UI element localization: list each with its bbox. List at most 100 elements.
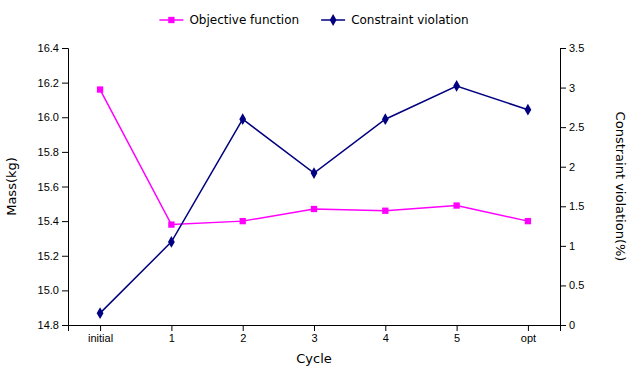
- tick: 15.2: [38, 250, 68, 262]
- series: [97, 80, 532, 319]
- marker: [525, 218, 531, 224]
- tick-mark: [385, 325, 386, 331]
- tick: 15.8: [38, 146, 68, 158]
- tick: 3: [560, 82, 575, 94]
- tick-label: 5: [454, 332, 460, 344]
- tick-mark: [560, 167, 566, 168]
- marker: [239, 113, 246, 125]
- marker: [168, 221, 174, 227]
- tick-label: 14.8: [38, 319, 59, 331]
- tick-mark: [62, 117, 68, 118]
- series: [97, 86, 531, 227]
- marker: [168, 236, 175, 248]
- y-axis: 14.8 15.0 15.2 15.4 15.6 15.8 16.0 16.2 16.4: [38, 42, 69, 331]
- tick-mark: [62, 256, 68, 257]
- tick: 0.5: [560, 279, 584, 291]
- tick: initial: [88, 325, 113, 344]
- line: [100, 86, 528, 313]
- tick-label: 15.0: [38, 284, 59, 296]
- marker: [311, 206, 317, 212]
- marks: [97, 80, 532, 319]
- tick: 15.4: [38, 215, 68, 227]
- tick: 15.6: [38, 181, 68, 193]
- marker: [240, 218, 246, 224]
- tick: 4: [383, 325, 389, 344]
- legend-label: Constraint violation: [351, 13, 468, 27]
- tick-label: 0: [569, 319, 575, 331]
- x-axis: initial 1 2 3 4 5 opt: [69, 325, 561, 344]
- tick-label: 15.2: [38, 250, 59, 262]
- tick-mark: [62, 325, 68, 326]
- tick-label: 0.5: [569, 279, 584, 291]
- marker: [97, 307, 104, 319]
- x-axis-title: Cycle: [296, 351, 332, 366]
- y2-axis: 0 0.5 1 1.5 2 2.5 3 3.5: [560, 42, 584, 331]
- tick-mark: [62, 152, 68, 153]
- tick: 14.8: [38, 319, 68, 331]
- legend: Objective functionConstraint violation: [159, 13, 468, 27]
- line: [100, 90, 528, 225]
- tick-label: 3.5: [569, 42, 584, 54]
- tick: 16.2: [38, 77, 68, 89]
- tick-label: 16.0: [38, 111, 59, 123]
- tick: 2: [240, 325, 246, 344]
- tick-mark: [243, 325, 244, 331]
- tick-mark: [560, 206, 566, 207]
- axis-line: [561, 49, 567, 326]
- tick-label: 15.4: [38, 215, 59, 227]
- tick: 0: [560, 319, 575, 331]
- tick-mark: [171, 325, 172, 331]
- tick: 1: [560, 240, 575, 252]
- marker: [453, 80, 460, 92]
- y-axis-title: Mass(kg): [4, 157, 19, 216]
- tick-label: 4: [383, 332, 389, 344]
- chart: initial12345opt14.815.015.215.415.615.81…: [0, 0, 630, 373]
- tick-label: 15.6: [38, 181, 59, 193]
- tick-mark: [100, 325, 101, 331]
- tick-mark: [62, 290, 68, 291]
- tick-label: initial: [88, 332, 113, 344]
- tick-mark: [560, 88, 566, 89]
- tick-mark: [560, 127, 566, 128]
- tick-mark: [560, 285, 566, 286]
- tick-label: 2.5: [569, 121, 584, 133]
- y2-axis-title: Constraint violation(%): [613, 112, 628, 262]
- legend-item: Constraint violation: [321, 13, 468, 27]
- tick-mark: [528, 325, 529, 331]
- tick-mark: [62, 221, 68, 222]
- tick-label: 2: [240, 332, 246, 344]
- tick: opt: [521, 325, 536, 344]
- legend-marker: [330, 14, 337, 26]
- tick-label: 16.4: [38, 42, 59, 54]
- axis-line: [62, 49, 69, 326]
- tick-label: 16.2: [38, 77, 59, 89]
- tick-mark: [62, 83, 68, 84]
- tick-mark: [62, 187, 68, 188]
- tick: 15.0: [38, 284, 68, 296]
- marker: [525, 104, 532, 116]
- tick-mark: [560, 325, 566, 326]
- tick: 1.5: [560, 200, 584, 212]
- tick: 2.5: [560, 121, 584, 133]
- marker: [382, 113, 389, 125]
- tick: 3.5: [560, 42, 584, 54]
- axis-line: [69, 326, 561, 332]
- tick: 16.0: [38, 111, 68, 123]
- tick-mark: [62, 48, 68, 49]
- marker: [453, 202, 459, 208]
- tick: 1: [169, 325, 175, 344]
- tick-label: 1: [569, 240, 575, 252]
- tick: 16.4: [38, 42, 68, 54]
- tick-label: 3: [311, 332, 317, 344]
- tick-mark: [314, 325, 315, 331]
- marker: [311, 167, 318, 179]
- tick: 3: [311, 325, 317, 344]
- tick-label: 15.8: [38, 146, 59, 158]
- tick-mark: [560, 246, 566, 247]
- tick: 2: [560, 161, 575, 173]
- tick-label: 1: [169, 332, 175, 344]
- plot-area: initial12345opt14.815.015.215.415.615.81…: [38, 42, 585, 344]
- legend-marker: [168, 17, 174, 23]
- tick-label: 1.5: [569, 200, 584, 212]
- tick-mark: [457, 325, 458, 331]
